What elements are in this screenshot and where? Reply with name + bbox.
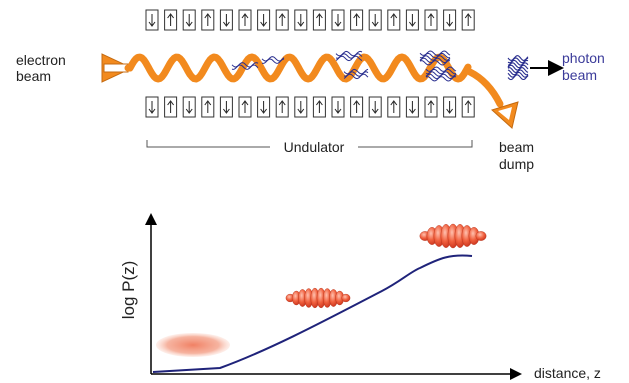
- top-magnet-up: [238, 9, 252, 31]
- bunch-uniform: [156, 333, 230, 357]
- top-magnet-up: [424, 9, 438, 31]
- electron-beam-label-line1: electron: [16, 52, 66, 68]
- top-magnet-up: [275, 9, 289, 31]
- electron-beam-label-line2: beam: [16, 68, 51, 84]
- undulator-magnets-top: [145, 9, 475, 31]
- top-magnet-up: [387, 9, 401, 31]
- top-magnet-down: [368, 9, 382, 31]
- bottom-magnet-up: [312, 96, 326, 118]
- bottom-magnet-up: [350, 96, 364, 118]
- photon-beam-label-line2: beam: [562, 67, 597, 83]
- power-growth-curve: [152, 254, 473, 373]
- top-magnet-down: [294, 9, 308, 31]
- electron-wiggle-path: [124, 53, 472, 83]
- bottom-magnet-down: [405, 96, 419, 118]
- bottom-magnet-down: [182, 96, 196, 118]
- bunch-microbunched-saturated: [419, 223, 487, 249]
- bottom-magnet-up: [238, 96, 252, 118]
- bottom-magnet-up: [387, 96, 401, 118]
- beam-dump-arrow: [466, 68, 519, 129]
- bottom-magnet-up: [275, 96, 289, 118]
- beam-dump-label-line2: dump: [499, 156, 534, 172]
- top-magnet-down: [257, 9, 271, 31]
- bottom-magnet-up: [424, 96, 438, 118]
- undulator-bracket: [146, 140, 473, 148]
- undulator-magnets-bottom: [145, 96, 475, 118]
- top-magnet-down: [182, 9, 196, 31]
- photon-emission: [231, 50, 457, 82]
- top-magnet-down: [405, 9, 419, 31]
- beam-dump-label-line1: beam: [499, 139, 534, 155]
- bottom-magnet-down: [294, 96, 308, 118]
- bottom-magnet-up: [201, 96, 215, 118]
- undulator-label: Undulator: [284, 139, 345, 155]
- top-magnet-down: [145, 9, 159, 31]
- bottom-magnet-down: [145, 96, 159, 118]
- top-magnet-up: [350, 9, 364, 31]
- x-axis-label: distance, z: [534, 365, 601, 381]
- bottom-magnet-down: [331, 96, 345, 118]
- top-magnet-down: [443, 9, 457, 31]
- top-magnet-up: [461, 9, 475, 31]
- bunch-microbunched-mid: [285, 287, 351, 309]
- power-growth-plot: log P(z) distance, z: [119, 213, 601, 381]
- bottom-magnet-up: [461, 96, 475, 118]
- top-magnet-down: [219, 9, 233, 31]
- photon-beam-label-line1: photon: [562, 50, 605, 66]
- top-magnet-up: [312, 9, 326, 31]
- photon-beam-bundle: [507, 55, 529, 81]
- bottom-magnet-down: [219, 96, 233, 118]
- bottom-magnet-down: [368, 96, 382, 118]
- bottom-magnet-down: [443, 96, 457, 118]
- top-magnet-up: [201, 9, 215, 31]
- top-magnet-up: [164, 9, 178, 31]
- y-axis-label: log P(z): [119, 261, 138, 320]
- bottom-magnet-down: [257, 96, 271, 118]
- bottom-magnet-up: [164, 96, 178, 118]
- top-magnet-down: [331, 9, 345, 31]
